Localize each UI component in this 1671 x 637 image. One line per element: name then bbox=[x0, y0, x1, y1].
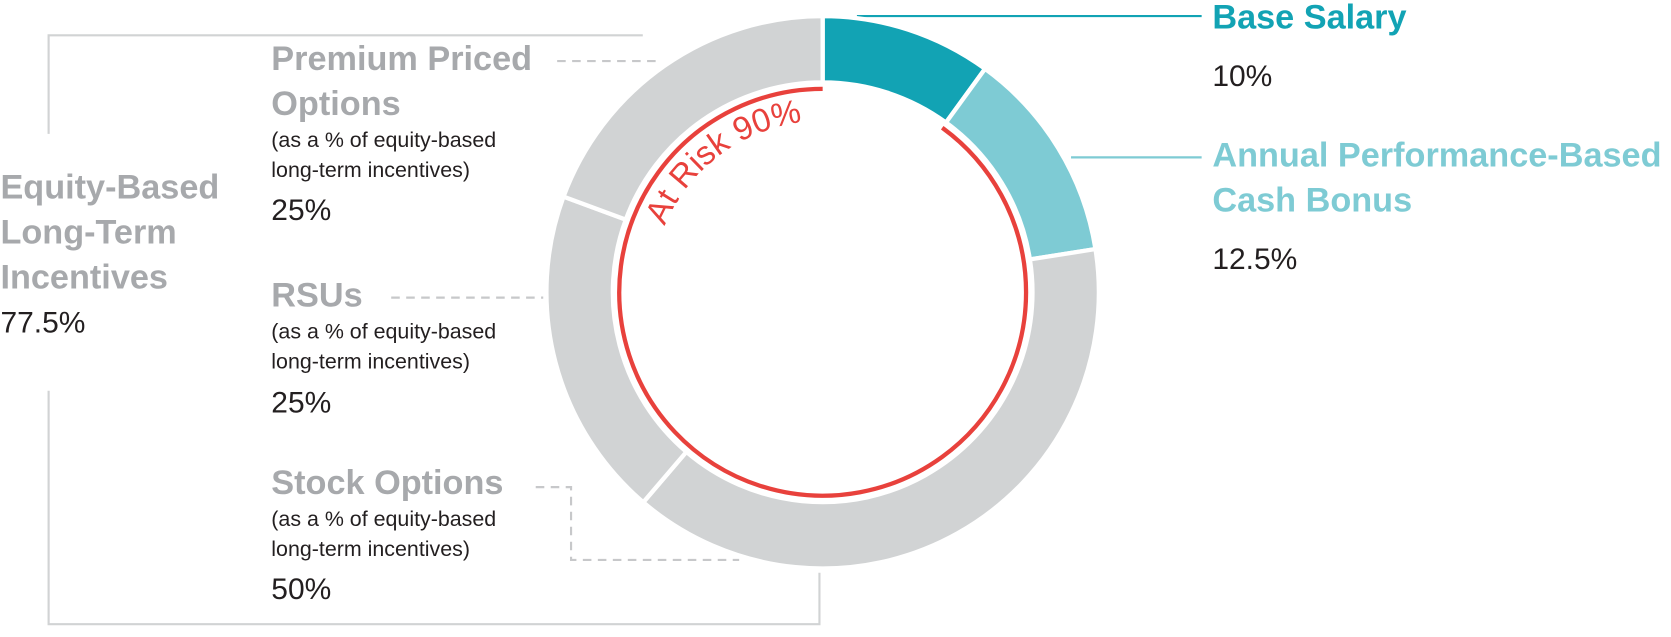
segment-note: (as a % of equity-based bbox=[271, 128, 496, 152]
value-label: 12.5% bbox=[1212, 243, 1297, 276]
segment-name: Annual Performance-Based bbox=[1212, 136, 1661, 174]
segment-name: Cash Bonus bbox=[1212, 181, 1412, 219]
value-label: 77.5% bbox=[0, 306, 85, 339]
donut-segment bbox=[560, 13, 825, 223]
leader-line bbox=[535, 486, 740, 561]
segment-name: Incentives bbox=[0, 258, 168, 296]
value-label: 50% bbox=[271, 573, 331, 606]
segment-note: (as a % of equity-based bbox=[271, 507, 496, 531]
segment-note: (as a % of equity-based bbox=[271, 320, 496, 344]
segment-name: Stock Options bbox=[271, 464, 503, 502]
segment-note: long-term incentives) bbox=[271, 350, 470, 374]
value-label: 25% bbox=[271, 194, 331, 227]
segment-name: RSUs bbox=[271, 277, 362, 315]
segment-name: Long-Term bbox=[0, 214, 176, 252]
at-risk-arc bbox=[617, 86, 1029, 498]
segment-name: Equity-Based bbox=[0, 169, 219, 207]
bracket-top bbox=[47, 34, 643, 134]
value-label: 10% bbox=[1212, 60, 1272, 93]
value-label: 25% bbox=[271, 387, 331, 420]
leaders bbox=[47, 14, 1202, 626]
donut-segment bbox=[943, 65, 1098, 262]
donut-segment bbox=[640, 246, 1101, 571]
segment-name: Base Salary bbox=[1212, 0, 1406, 36]
segment-name: Options bbox=[271, 85, 400, 123]
segment-note: long-term incentives) bbox=[271, 158, 470, 182]
segment-note: long-term incentives) bbox=[271, 537, 470, 561]
segment-name: Premium Priced bbox=[271, 40, 532, 78]
donut-segment bbox=[544, 193, 690, 506]
bracket-bottom bbox=[47, 390, 821, 626]
